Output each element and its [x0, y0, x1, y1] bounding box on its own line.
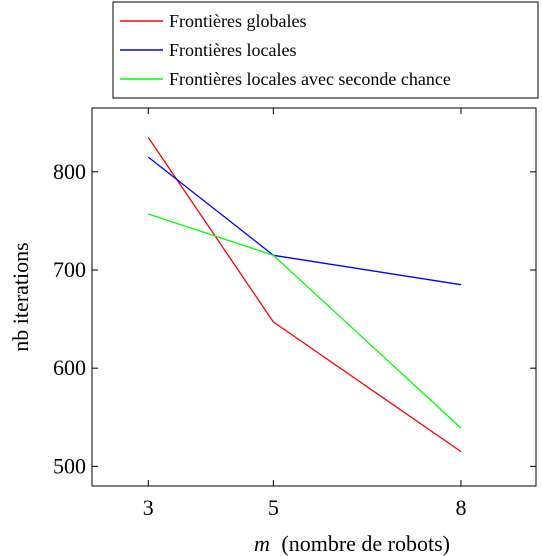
x-axis: 3 5 8: [143, 108, 466, 520]
series-line-2: [147, 156, 462, 286]
series-lines: [147, 137, 462, 453]
x-axis-label-variable: m: [254, 531, 270, 556]
x-axis-label-rest: (nombre de robots): [281, 531, 450, 556]
y-axis: 500 600 700 800: [53, 159, 536, 478]
x-tick-label: 3: [143, 495, 154, 520]
plot-frame: [91, 107, 537, 487]
y-tick-label: 700: [53, 257, 86, 282]
series-line-3: [148, 213, 462, 429]
x-tick-label: 8: [455, 495, 466, 520]
legend-label-1: Frontières globales: [169, 11, 306, 31]
y-axis-label: nb iterations: [8, 242, 33, 351]
legend: Frontières globales Frontières locales Fro…: [112, 1, 539, 99]
y-tick-label: 500: [53, 453, 86, 478]
x-tick-label: 5: [268, 495, 279, 520]
y-tick-label: 800: [53, 159, 86, 184]
y-tick-label: 600: [53, 355, 86, 380]
legend-box: [112, 1, 539, 99]
series-line-1: [147, 137, 462, 453]
legend-label-3: Frontières locales avec seconde chance: [169, 69, 451, 89]
legend-label-2: Frontières locales: [169, 40, 296, 60]
x-axis-label: m (nombre de robots): [254, 531, 450, 556]
